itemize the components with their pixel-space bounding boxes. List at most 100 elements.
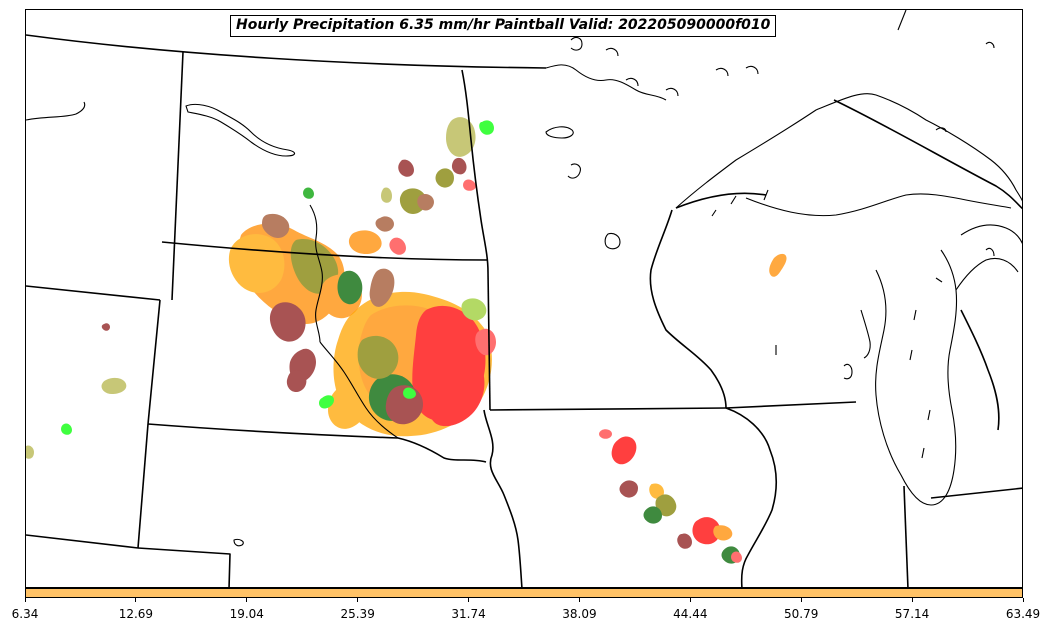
colorbar-tick-label: 6.34 <box>11 607 39 621</box>
paintball-blob <box>319 395 334 409</box>
colorbar-tick-mark <box>24 598 26 602</box>
border-nebraska-kansas <box>137 423 149 549</box>
border-wyoming-colorado <box>26 534 139 549</box>
border-montana-wyoming <box>26 285 161 301</box>
lake-superior-shore <box>675 93 1022 209</box>
small-lake <box>935 127 947 133</box>
paintball-blob <box>398 159 414 177</box>
lower-red-lake <box>545 126 574 139</box>
small-lake <box>715 67 729 77</box>
small-lake <box>843 363 853 380</box>
lake-huron-shore <box>960 224 1022 244</box>
colorbar-tick-label: 50.79 <box>784 607 819 621</box>
paintball-blob <box>463 179 476 191</box>
border-canada-ontario <box>833 99 1022 210</box>
small-lake <box>763 189 769 201</box>
paintball-blob <box>369 268 395 307</box>
colorbar-tick-label: 12.69 <box>118 607 154 621</box>
lake-michigan-shore <box>875 249 958 506</box>
border-montana-dakotas <box>171 51 184 301</box>
border-minnesota-wisconsin <box>649 209 727 409</box>
paintball-blob <box>461 298 487 321</box>
mille-lacs <box>604 232 621 250</box>
paintball-blob <box>61 423 72 435</box>
colorbar-tick-mark <box>578 598 580 602</box>
colorbar-tick-mark <box>911 598 913 602</box>
colorbar-tick-mark <box>800 598 802 602</box>
border-indiana-michigan <box>930 487 1022 499</box>
border-nd-sd <box>161 241 489 261</box>
border-nebraska-colorado <box>137 547 231 587</box>
paintball-blob <box>417 193 434 211</box>
small-lake <box>745 65 759 75</box>
colorbar-tick-label: 19.04 <box>229 607 264 621</box>
paintball-blob <box>713 525 733 541</box>
small-lake <box>233 538 244 547</box>
small-lake <box>985 247 995 257</box>
paintball-blob <box>286 370 307 392</box>
paintball-blob <box>269 302 306 342</box>
paintball-blob <box>731 551 742 563</box>
colorbar-tick-label: 63.49 <box>1005 607 1041 621</box>
coastlines <box>26 10 1022 547</box>
border-nd-minnesota <box>461 69 489 273</box>
missouri-river-nd <box>309 204 323 343</box>
small-lake <box>730 195 737 205</box>
colorbar-tick-label: 44.44 <box>673 607 708 621</box>
state-borders <box>26 34 1022 587</box>
border-sd-minnesota <box>487 271 491 411</box>
paintball-blob <box>435 168 454 188</box>
map-title: Hourly Precipitation 6.35 mm/hr Paintbal… <box>230 15 777 37</box>
paintball-blob <box>428 348 485 427</box>
lake-superior-south-shore <box>745 193 1012 217</box>
paintball-blob <box>677 533 692 549</box>
colorbar-tick-label: 57.14 <box>894 607 930 621</box>
paintball-blob <box>611 436 637 465</box>
colorbar-ticks: 6.34 12.69 19.04 25.39 31.74 38.09 44.44 50.79 5… <box>0 598 1053 633</box>
us-canada-border <box>26 34 547 69</box>
map-panel: Hourly Precipitation 6.35 mm/hr Paintbal… <box>25 9 1023 588</box>
colorbar-tick-mark <box>468 598 470 602</box>
colorbar-tick-mark <box>135 598 137 602</box>
small-lake <box>913 309 917 321</box>
small-lake <box>985 41 995 49</box>
border-wisconsin-michigan-up <box>675 192 767 209</box>
border-wyoming-sd <box>147 299 161 425</box>
paintball-blob <box>337 270 363 305</box>
border-wisconsin-illinois <box>725 401 857 409</box>
paintball-cluster-iowa <box>26 253 787 564</box>
paintball-blob <box>643 506 662 524</box>
paintball-blob <box>599 429 612 439</box>
paintball-blob <box>228 234 285 293</box>
paintball-blob <box>375 216 394 232</box>
lake-huron-west-shore <box>955 257 1019 291</box>
small-lake <box>605 47 619 57</box>
paintball-blob <box>446 117 476 157</box>
paintball-blob <box>475 328 496 356</box>
paintball-blob <box>328 385 368 429</box>
fort-peck-reservoir <box>185 103 296 157</box>
small-lake <box>711 209 717 217</box>
colorbar-tick-mark <box>357 598 359 602</box>
colorbar-tick-label: 25.39 <box>340 607 375 621</box>
missouri-river-sd <box>319 341 399 439</box>
colorbar-tick-label: 38.09 <box>562 607 597 621</box>
small-lake <box>897 10 907 31</box>
paintball-blob <box>262 213 290 238</box>
border-iowa-nebraska <box>483 409 523 587</box>
precip-paintball-layer <box>26 117 787 564</box>
colorbar-tick-label: 31.74 <box>451 607 486 621</box>
border-michigan-lp <box>960 309 1000 431</box>
colorbar-tick-mark <box>1022 598 1024 602</box>
paintball-blob <box>769 253 787 277</box>
small-lake <box>927 409 931 421</box>
colorbar-tick-mark <box>246 598 248 602</box>
paintball-blob <box>389 237 406 255</box>
small-lake <box>625 77 639 87</box>
small-lake <box>935 277 943 283</box>
paintball-blob <box>403 387 416 399</box>
paintball-blob <box>357 335 399 379</box>
door-peninsula <box>860 309 871 359</box>
small-lake <box>909 349 913 361</box>
